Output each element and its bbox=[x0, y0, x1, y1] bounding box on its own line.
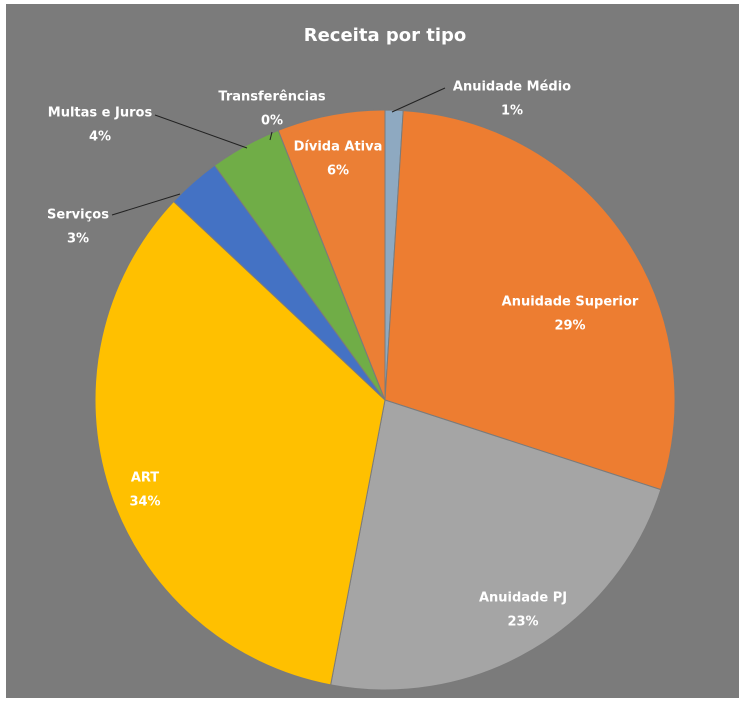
slice-label: Anuidade Médio bbox=[453, 80, 571, 95]
pie-slice bbox=[384, 110, 676, 491]
slice-value-label: 4% bbox=[89, 130, 111, 145]
slice-value-label: 29% bbox=[554, 319, 585, 334]
slice-value-label: 6% bbox=[327, 164, 349, 179]
slice-value-label: 0% bbox=[261, 114, 283, 129]
slice-label: Anuidade PJ bbox=[479, 591, 567, 606]
slice-value-label: 34% bbox=[129, 495, 160, 510]
slice-label: Anuidade Superior bbox=[502, 295, 639, 310]
leader-line bbox=[391, 87, 446, 113]
pie-slice bbox=[94, 200, 386, 686]
pie-slice bbox=[277, 109, 386, 401]
chart-title: Receita por tipo bbox=[304, 25, 467, 46]
slice-value-label: 3% bbox=[67, 232, 89, 247]
slice-label: ART bbox=[131, 471, 159, 486]
leader-line bbox=[269, 131, 273, 141]
slice-label: Dívida Ativa bbox=[294, 140, 383, 155]
leader-line bbox=[154, 114, 248, 149]
slice-label: Transferências bbox=[218, 90, 326, 105]
slice-label: Serviços bbox=[47, 208, 109, 223]
slice-value-label: 1% bbox=[501, 104, 523, 119]
pie-slice bbox=[330, 399, 662, 691]
slice-value-label: 23% bbox=[507, 615, 538, 630]
leader-line bbox=[111, 193, 181, 216]
slice-label: Multas e Juros bbox=[48, 106, 153, 121]
